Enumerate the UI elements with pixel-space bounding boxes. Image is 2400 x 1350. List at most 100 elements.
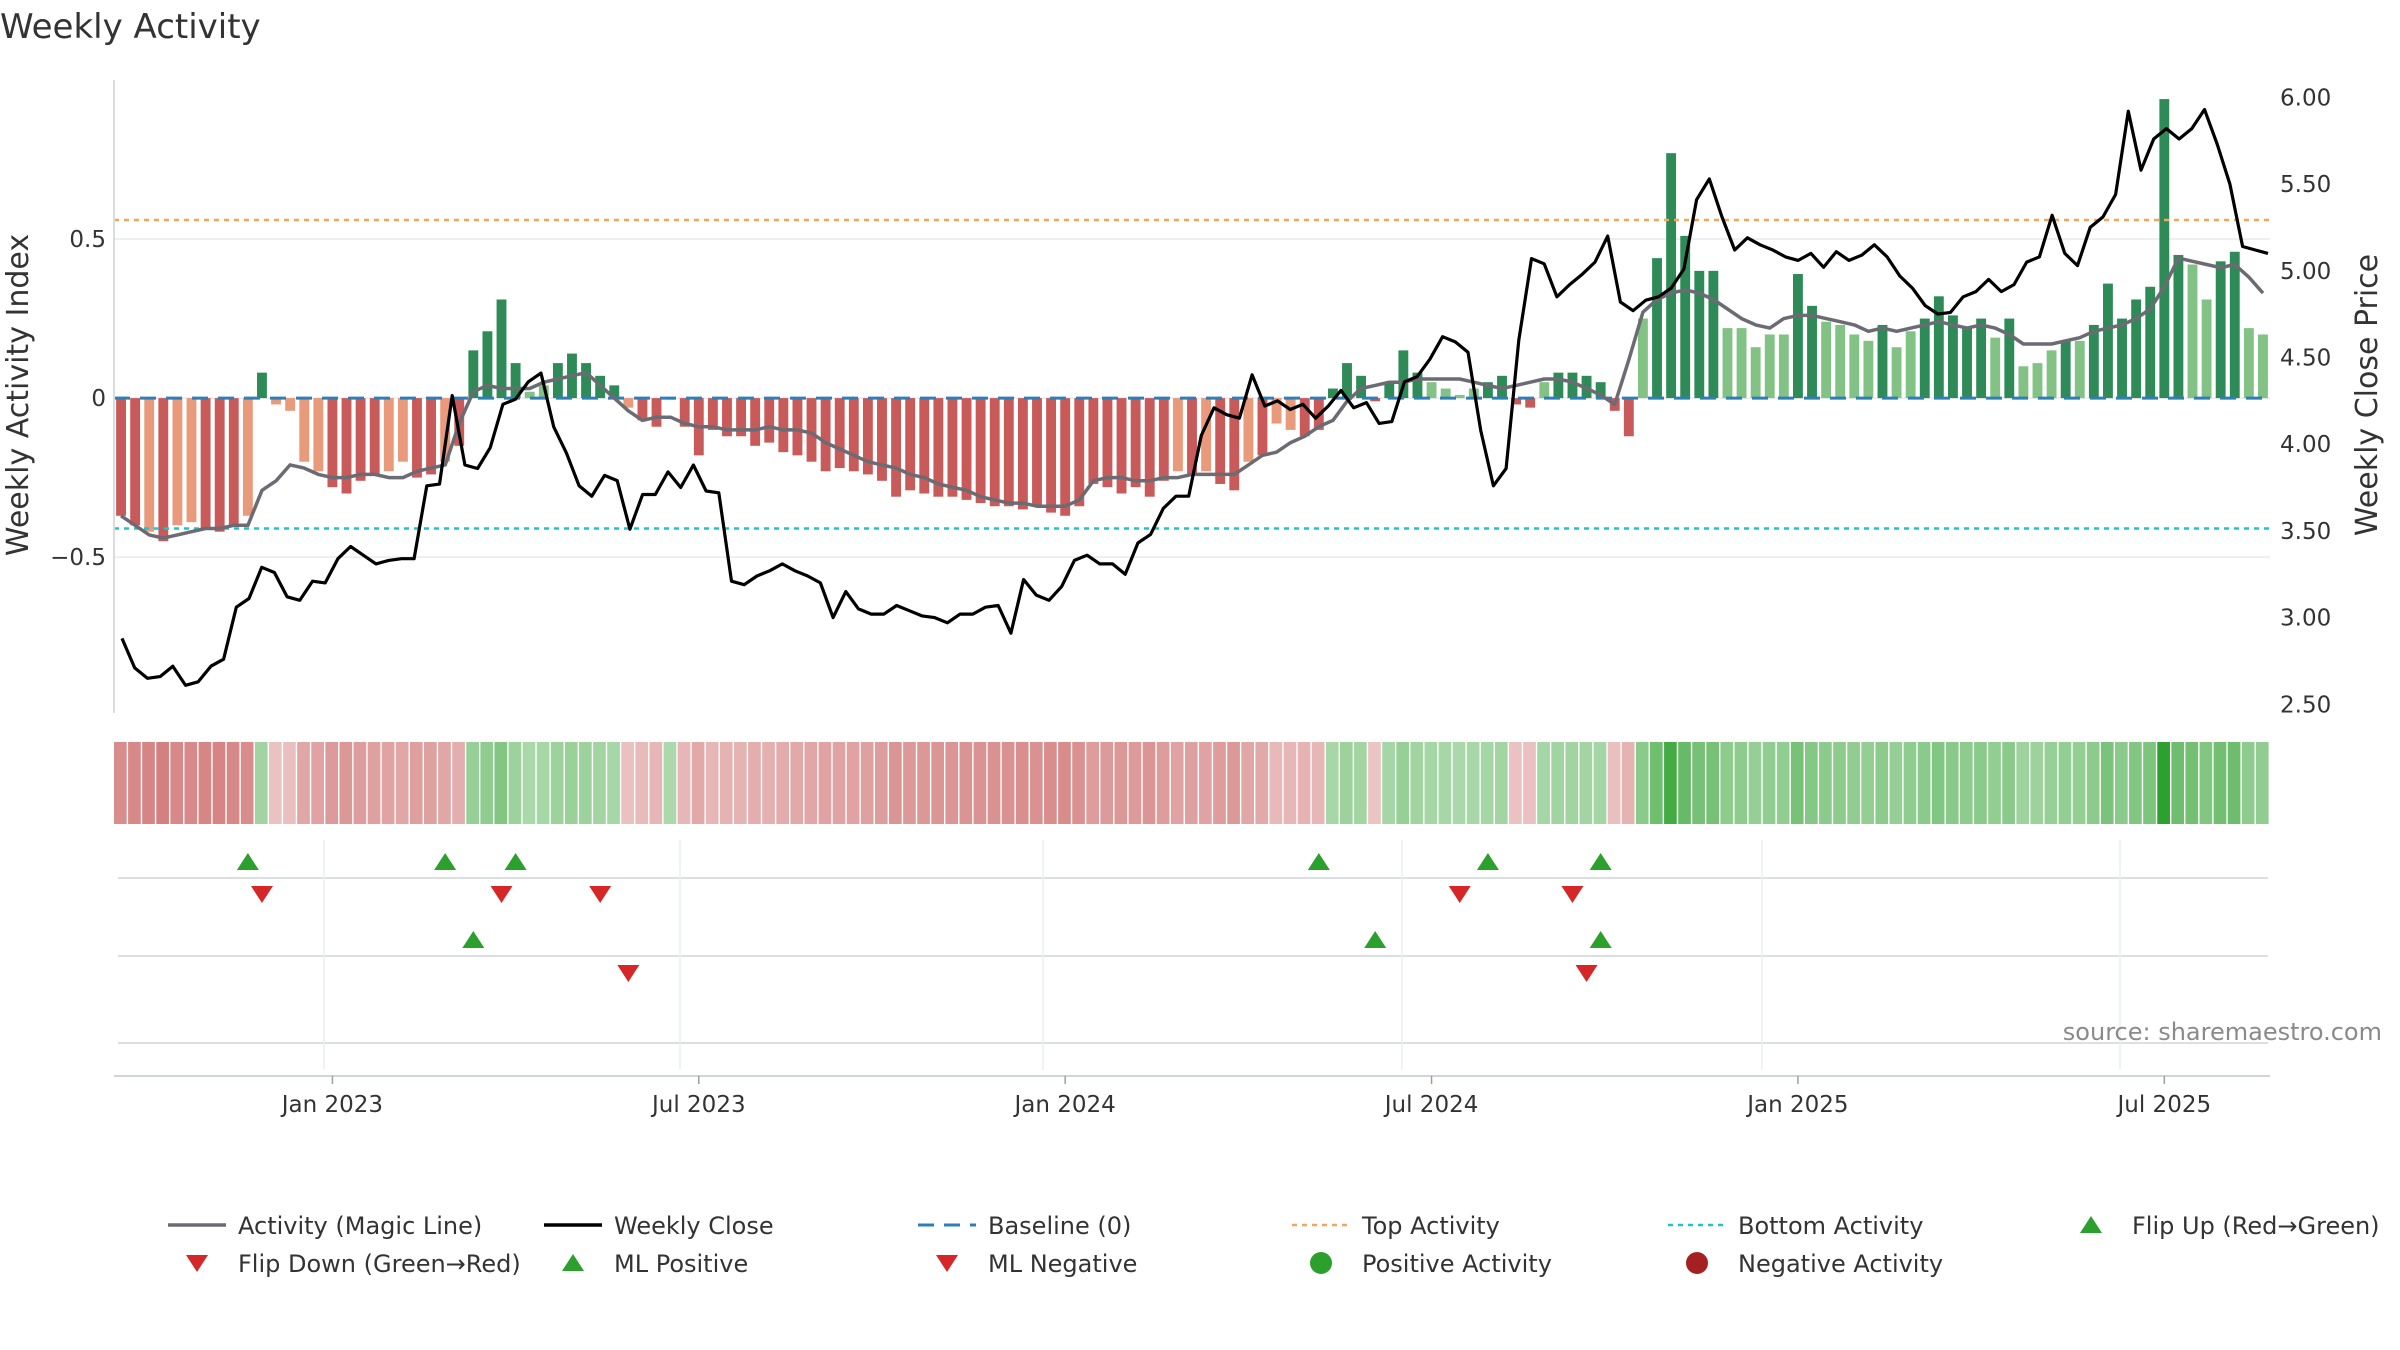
heat-cell [128, 742, 141, 824]
heat-cell [438, 742, 451, 824]
activity-bar [1793, 274, 1803, 399]
activity-bar [1948, 315, 1958, 399]
heat-cell [804, 742, 818, 824]
activity-bar [637, 398, 648, 421]
heat-cell [1269, 742, 1283, 824]
activity-bar [2173, 254, 2184, 399]
heat-cell [1903, 742, 1917, 824]
activity-bar [1412, 372, 1423, 399]
heat-cell [381, 742, 395, 824]
activity-bar [1187, 398, 1197, 475]
activity-bar [1201, 398, 1212, 472]
heat-cell [846, 742, 860, 824]
activity-bar [1074, 398, 1085, 507]
heat-cell [2241, 742, 2255, 824]
heat-cell [1664, 742, 1677, 824]
heat-cell [607, 742, 620, 824]
activity-bar [722, 398, 732, 437]
activity-bar [2229, 251, 2240, 399]
activity-bar [1764, 334, 1775, 399]
activity-bar [510, 363, 521, 399]
flip-up-marker [1476, 853, 1499, 870]
legend-label: Activity (Magic Line) [238, 1212, 482, 1240]
heat-cell [1861, 742, 1875, 824]
heat-cell [536, 742, 550, 824]
activity-bar [2131, 299, 2142, 399]
heat-cell [2100, 742, 2114, 824]
activity-bar [1778, 334, 1789, 399]
activity-bar [862, 398, 873, 475]
activity-bar [1130, 398, 1141, 488]
heat-cell [1170, 742, 1184, 824]
heat-cell [1452, 742, 1466, 824]
heat-cell [1382, 742, 1395, 824]
activity-bar [989, 398, 1000, 507]
heat-cell [2157, 742, 2170, 824]
series-lines [120, 107, 2269, 687]
heat-cell [649, 742, 663, 824]
heat-cell [170, 742, 184, 824]
flip-down-marker [1448, 886, 1471, 903]
heat-cell [1283, 742, 1297, 824]
activity-bar [2159, 99, 2170, 399]
heat-cell [1494, 742, 1508, 824]
legend-label: ML Positive [614, 1250, 748, 1278]
heat-cell [1311, 742, 1325, 824]
activity-bar [1327, 388, 1338, 399]
ml-positive-marker [462, 931, 485, 948]
activity-bar [651, 398, 662, 427]
right-tick-label: 5.50 [2280, 172, 2331, 198]
activity-bar [2187, 264, 2198, 399]
flip-down-marker [1561, 886, 1584, 903]
heat-cell [1128, 742, 1142, 824]
activity-bar [1003, 398, 1014, 507]
flip-up-marker [504, 853, 527, 870]
legend-label: Top Activity [1361, 1212, 1500, 1240]
activity-bar [116, 398, 126, 516]
reference-lines [114, 218, 2270, 530]
heat-cell [452, 742, 465, 824]
heat-cell [1213, 742, 1226, 824]
flip-down-marker [589, 886, 612, 903]
heat-cell [2016, 742, 2030, 824]
activity-bar [679, 398, 690, 427]
heat-cell [297, 742, 310, 824]
heat-cell [2199, 742, 2213, 824]
activity-bar [1976, 318, 1987, 399]
heat-cell [1523, 742, 1536, 824]
legend-label: Baseline (0) [988, 1212, 1131, 1240]
heat-cell [1889, 742, 1903, 824]
heat-cell [226, 742, 240, 824]
activity-bar [214, 398, 225, 532]
heat-cell [1875, 742, 1889, 824]
activity-bar [736, 398, 747, 437]
activity-bar [313, 398, 324, 472]
activity-bar [1102, 398, 1113, 488]
activity-bar [1652, 258, 1662, 399]
activity-bar [1060, 398, 1071, 516]
weekly-close-line [120, 107, 2269, 687]
activity-bar [1398, 350, 1409, 399]
heat-cell [2086, 742, 2100, 824]
heat-cell [2072, 742, 2086, 824]
heat-cell [734, 742, 747, 824]
heat-cell [198, 742, 212, 824]
activity-bar [1990, 337, 2001, 399]
activity-bar [1243, 398, 1254, 462]
x-tick-label: Jul 2023 [650, 1092, 746, 1118]
activity-bar [806, 398, 817, 462]
heat-cell [283, 742, 296, 824]
left-tick-label: 0.5 [69, 227, 106, 253]
activity-bar [468, 350, 479, 399]
activity-bar [1623, 398, 1634, 437]
activity-bar [1722, 328, 1733, 399]
heat-cell [2030, 742, 2044, 824]
x-tick-label: Jan 2024 [1013, 1092, 1116, 1118]
activity-bar [2060, 340, 2071, 399]
activity-bar [2046, 350, 2057, 399]
activity-bar [144, 398, 155, 532]
heat-cell [1438, 742, 1452, 824]
heat-cell [1255, 742, 1269, 824]
heat-cell [1734, 742, 1748, 824]
activity-bar [834, 398, 845, 469]
